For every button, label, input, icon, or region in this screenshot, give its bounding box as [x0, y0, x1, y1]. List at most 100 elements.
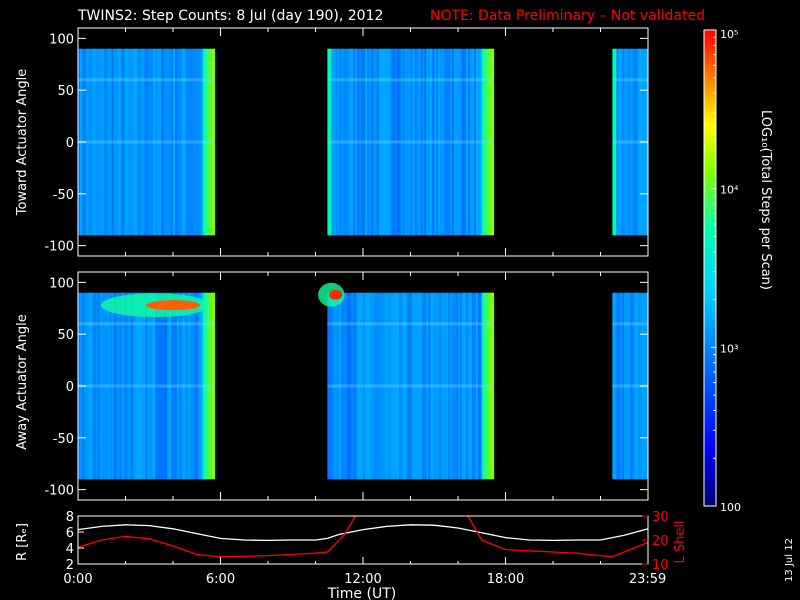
middle-heatmap-strip [351, 292, 354, 480]
top-heatmap-strip [206, 48, 210, 236]
top-heatmap-strip [461, 48, 465, 236]
top-heatmap-strip [355, 48, 358, 236]
radius-ytick-label: 4 [66, 542, 74, 557]
top-heatmap-strip [370, 48, 374, 236]
middle-heatmap-strip [186, 292, 190, 480]
middle-heatmap-strip [212, 292, 216, 480]
middle-heatmap-strip [341, 292, 344, 480]
middle-heatmap-strip [178, 292, 182, 480]
middle-heatmap-strip [479, 292, 483, 480]
middle-heatmap-strip [634, 292, 637, 480]
top-heatmap-band [327, 140, 494, 144]
top-heatmap-strip [491, 48, 495, 236]
top-heatmap-strip [151, 48, 154, 236]
top-heatmap-strip [390, 48, 394, 236]
top-heatmap-strip [129, 48, 132, 236]
top-heatmap-strip [458, 48, 461, 236]
radius-series-line [78, 524, 648, 542]
middle-heatmap-strip [424, 292, 427, 480]
top-heatmap-strip [192, 48, 196, 236]
middle-heatmap-strip [400, 292, 404, 480]
top-heatmap-strip [127, 48, 130, 236]
top-heatmap-strip [630, 48, 633, 236]
middle-heatmap-strip [378, 292, 382, 480]
top-heatmap-strip [483, 48, 487, 236]
top-heatmap-strip [361, 48, 364, 236]
top-heatmap-strip [422, 48, 425, 236]
top-heatmap-strip [351, 48, 354, 236]
top-heatmap-strip [487, 48, 491, 236]
middle-heatmap-strip [347, 292, 350, 480]
middle-heatmap-band [612, 322, 649, 326]
middle-heatmap-strip [454, 292, 457, 480]
middle-heatmap-strip [153, 292, 156, 480]
middle-heatmap-strip [182, 292, 186, 480]
middle-heatmap-strip [119, 292, 123, 480]
top-heatmap-strip [89, 48, 93, 236]
top-heatmap-strip [115, 48, 119, 236]
top-heatmap-strip [372, 48, 376, 236]
top-heatmap-strip [121, 48, 125, 236]
top-ytick-label: -100 [44, 240, 74, 255]
middle-heatmap-strip [173, 292, 176, 480]
middle-heatmap-strip [93, 292, 97, 480]
lshell-ytick-label: 10 [652, 558, 669, 573]
middle-heatmap-strip [380, 292, 384, 480]
top-heatmap-strip [204, 48, 208, 236]
middle-heatmap-strip [390, 292, 394, 480]
top-heatmap-band [327, 78, 494, 82]
middle-heatmap-strip [487, 292, 491, 480]
middle-ytick-label: 50 [57, 328, 74, 343]
top-heatmap-strip [97, 48, 101, 236]
middle-hotspot [146, 300, 200, 311]
middle-heatmap-strip [204, 292, 208, 480]
middle-heatmap-strip [151, 292, 154, 480]
middle-heatmap-strip [113, 292, 117, 480]
middle-heatmap-strip [202, 292, 206, 480]
middle-heatmap-strip [137, 292, 140, 480]
top-heatmap-strip [628, 48, 631, 236]
top-heatmap-strip [624, 48, 627, 236]
colorbar-gradient [703, 29, 717, 507]
top-heatmap-strip [450, 48, 453, 236]
middle-heatmap-strip [139, 292, 142, 480]
middle-heatmap-strip [616, 292, 619, 480]
middle-heatmap-strip [198, 292, 202, 480]
colorbar-tick-label: 10⁵ [720, 28, 738, 41]
middle-heatmap-strip [101, 292, 105, 480]
top-heatmap-strip [161, 48, 164, 236]
top-heatmap-strip [357, 48, 360, 236]
middle-heatmap-strip [418, 292, 421, 480]
middle-heatmap-strip [638, 292, 641, 480]
middle-heatmap-strip [473, 292, 477, 480]
top-heatmap-strip [182, 48, 186, 236]
middle-heatmap-strip [329, 292, 332, 480]
top-heatmap-strip [612, 48, 615, 236]
middle-heatmap-strip [364, 292, 368, 480]
top-heatmap-strip [103, 48, 107, 236]
top-heatmap-strip [442, 48, 445, 236]
top-heatmap-strip [353, 48, 356, 236]
middle-heatmap-strip [394, 292, 398, 480]
middle-heatmap-strip [485, 292, 489, 480]
top-heatmap-strip [364, 48, 368, 236]
top-heatmap-strip [368, 48, 372, 236]
bottom-right-ylabel: L Shell [673, 520, 688, 563]
middle-heatmap-strip [396, 292, 400, 480]
top-heatmap-strip [113, 48, 117, 236]
top-heatmap-strip [622, 48, 625, 236]
colorbar: 100 10³ 10⁴ 10⁵ [703, 28, 741, 514]
top-heatmap-strip [406, 48, 410, 236]
top-heatmap-strip [131, 48, 134, 236]
middle-ytick-label: -50 [53, 432, 74, 447]
top-heatmap-strip [147, 48, 150, 236]
middle-heatmap-strip [406, 292, 410, 480]
middle-heatmap-strip [446, 292, 449, 480]
lshell-ytick-label: 20 [652, 534, 669, 549]
middle-heatmap-strip [416, 292, 419, 480]
top-heatmap-strip [125, 48, 128, 236]
top-heatmap-strip [212, 48, 216, 236]
top-heatmap-strip [446, 48, 449, 236]
middle-heatmap-strip [368, 292, 372, 480]
colorbar-tick-label: 100 [720, 501, 741, 514]
